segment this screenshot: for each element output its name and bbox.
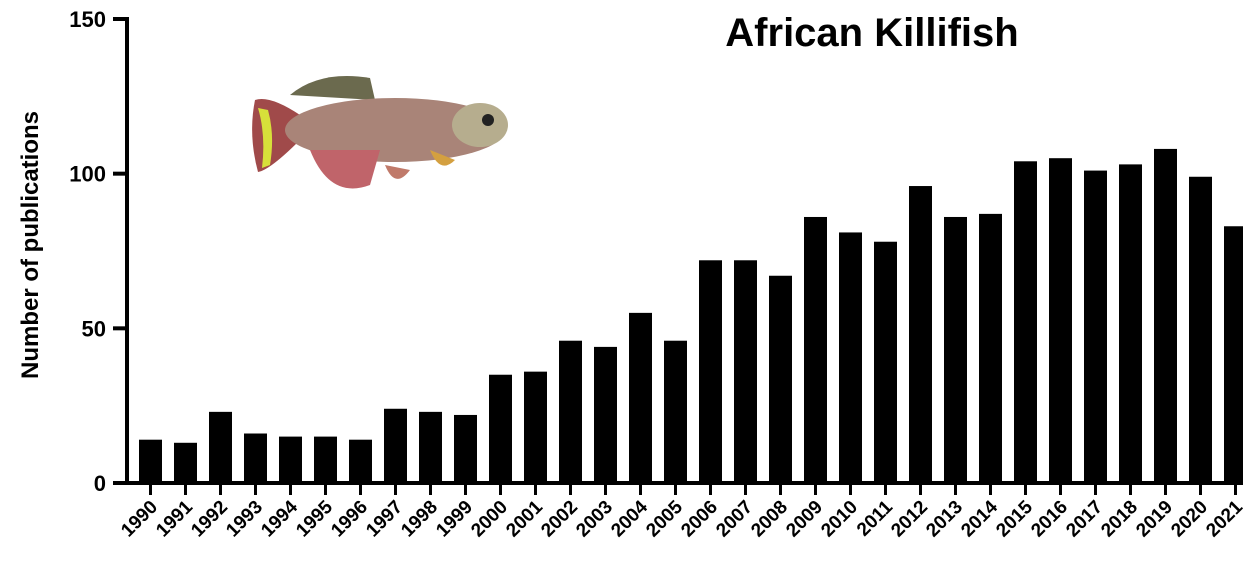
bar — [454, 414, 477, 483]
bar — [979, 213, 1002, 483]
fish-illustration — [252, 76, 508, 189]
x-tick-label: 2006 — [677, 497, 722, 542]
x-tick-label: 2012 — [887, 497, 932, 542]
bar — [1189, 176, 1212, 483]
x-tick-label: 2020 — [1167, 497, 1212, 542]
x-tick-label: 2011 — [853, 496, 897, 540]
bar — [839, 232, 862, 483]
bar — [734, 260, 757, 483]
bar — [1224, 226, 1243, 483]
x-tick-label: 1992 — [187, 497, 232, 542]
x-tick-label: 1991 — [152, 496, 197, 541]
bar — [804, 216, 827, 483]
x-tick-label: 1999 — [432, 497, 477, 542]
x-tick-label: 1998 — [397, 497, 442, 542]
bar — [559, 340, 582, 483]
bar — [1119, 164, 1142, 484]
x-tick-label: 1990 — [117, 497, 162, 542]
bar — [1084, 170, 1107, 483]
bar — [1049, 158, 1072, 483]
x-tick-label: 2003 — [572, 497, 617, 542]
x-tick-label: 2013 — [922, 497, 967, 542]
x-tick-label: 1996 — [327, 497, 372, 542]
x-tick-label: 2016 — [1027, 497, 1072, 542]
y-tick-label: 150 — [69, 7, 106, 32]
y-tick-label: 100 — [69, 162, 106, 187]
bar — [349, 439, 372, 483]
bar — [314, 436, 337, 483]
x-tick-label: 2007 — [712, 497, 757, 542]
x-tick-label: 2015 — [992, 496, 1037, 541]
bar — [664, 340, 687, 483]
x-tick-label: 1993 — [222, 497, 267, 542]
bar — [279, 436, 302, 483]
x-tick-label: 2002 — [537, 497, 582, 542]
x-tick-label: 2000 — [467, 497, 512, 542]
x-tick-label: 2019 — [1132, 497, 1177, 542]
x-tick-label: 2004 — [607, 496, 652, 541]
x-tick-label: 2005 — [642, 496, 687, 541]
bar — [944, 216, 967, 483]
bar — [384, 408, 407, 483]
chart-title: African Killifish — [725, 11, 1018, 55]
y-axis-label: Number of publications — [17, 111, 44, 379]
x-tick-label: 2009 — [782, 497, 827, 542]
x-tick-label: 2018 — [1097, 497, 1142, 542]
x-tick-label: 2008 — [747, 497, 792, 542]
y-tick-label: 50 — [82, 316, 106, 341]
x-tick-label: 2021 — [1202, 496, 1243, 541]
x-tick-label: 1994 — [257, 496, 302, 541]
x-tick-label: 2014 — [957, 496, 1002, 541]
x-tick-label: 2001 — [502, 496, 547, 541]
bar — [629, 312, 652, 483]
x-tick-label: 2010 — [817, 497, 862, 542]
y-tick-label: 0 — [94, 471, 106, 496]
bar — [699, 260, 722, 483]
bar — [769, 275, 792, 483]
x-tick-label: 1995 — [292, 496, 337, 541]
bar — [209, 411, 232, 483]
bar — [489, 374, 512, 483]
x-tick-label: 2017 — [1062, 497, 1107, 542]
bar — [139, 439, 162, 483]
bar — [244, 433, 267, 483]
x-tick-label: 1997 — [362, 497, 407, 542]
bar — [874, 241, 897, 483]
bar — [419, 411, 442, 483]
bar — [1154, 148, 1177, 484]
bar — [1014, 161, 1037, 483]
bar — [174, 442, 197, 483]
bar — [524, 371, 547, 483]
bar — [909, 186, 932, 484]
bar — [594, 346, 617, 483]
